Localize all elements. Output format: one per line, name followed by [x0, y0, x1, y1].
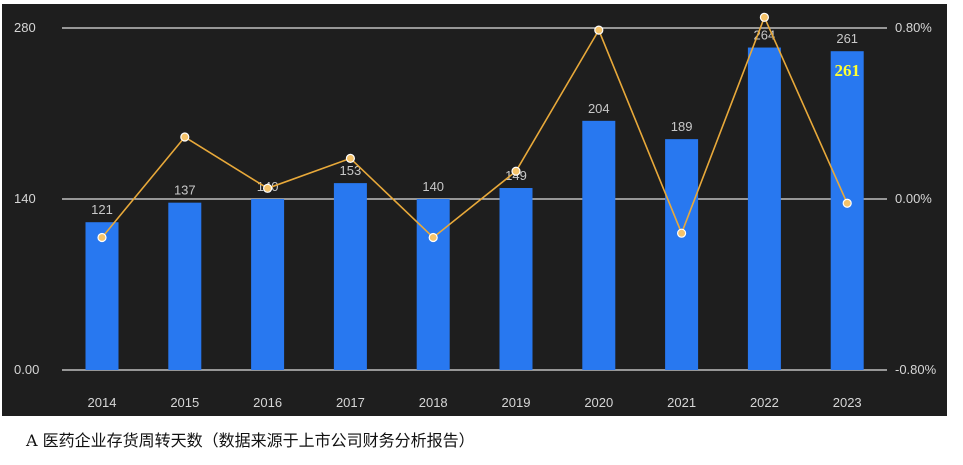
line-point [97, 232, 107, 243]
bar [251, 199, 285, 370]
right-axis-tick-label: -0.80% [895, 362, 937, 377]
x-axis-category-label: 2021 [667, 395, 696, 410]
bar [85, 222, 119, 370]
bar [830, 51, 864, 370]
bar [333, 183, 367, 370]
chart-caption: A 医药企业存货周转天数（数据来源于上市公司财务分析报告） [26, 431, 475, 450]
bar [665, 139, 699, 370]
line-point [263, 183, 273, 193]
bar [582, 120, 616, 370]
line-point [676, 228, 687, 238]
x-axis-category-label: 2019 [502, 395, 531, 410]
bar-value-label: 140 [422, 179, 444, 194]
bar [168, 202, 202, 370]
line-point [759, 12, 770, 22]
bar [499, 188, 533, 370]
growth-line [101, 15, 848, 239]
left-axis-tick-label: 0.00 [14, 362, 39, 377]
x-axis-category-label: 2014 [88, 395, 117, 410]
left-axis-tick-label: 140 [14, 191, 36, 206]
x-axis-category-label: 2017 [336, 395, 365, 410]
line-point [594, 25, 604, 35]
bar-value-label: 189 [671, 119, 693, 134]
line-point [345, 153, 355, 163]
x-axis-category-label: 2018 [419, 395, 448, 410]
x-axis-category-label: 2022 [750, 395, 779, 410]
highlight-value-label: 261 [834, 61, 860, 80]
line-point [180, 132, 190, 142]
line-point [842, 198, 852, 208]
bar-value-label: 121 [91, 202, 113, 217]
left-axis-tick-label: 280 [14, 20, 36, 35]
right-axis-tick-label: 0.80% [895, 20, 932, 35]
bar [747, 47, 781, 371]
bar-value-label: 153 [340, 163, 362, 178]
bar-value-label: 204 [588, 101, 610, 116]
bar-value-label: 137 [174, 183, 196, 198]
line-point [511, 166, 521, 176]
right-axis-tick-label: 0.00% [895, 191, 932, 206]
x-axis-category-label: 2016 [253, 395, 282, 410]
inventory-turnover-chart: 0.00140280-0.80%0.00%0.80%12113714015314… [14, 12, 937, 410]
bar-value-label: 261 [836, 31, 858, 46]
line-point [428, 232, 438, 243]
x-axis-category-label: 2020 [584, 395, 613, 410]
chart-area: 0.00140280-0.80%0.00%0.80%12113714015314… [2, 4, 947, 416]
bar [416, 199, 450, 370]
x-axis-category-label: 2015 [170, 395, 199, 410]
x-axis-category-label: 2023 [833, 395, 862, 410]
